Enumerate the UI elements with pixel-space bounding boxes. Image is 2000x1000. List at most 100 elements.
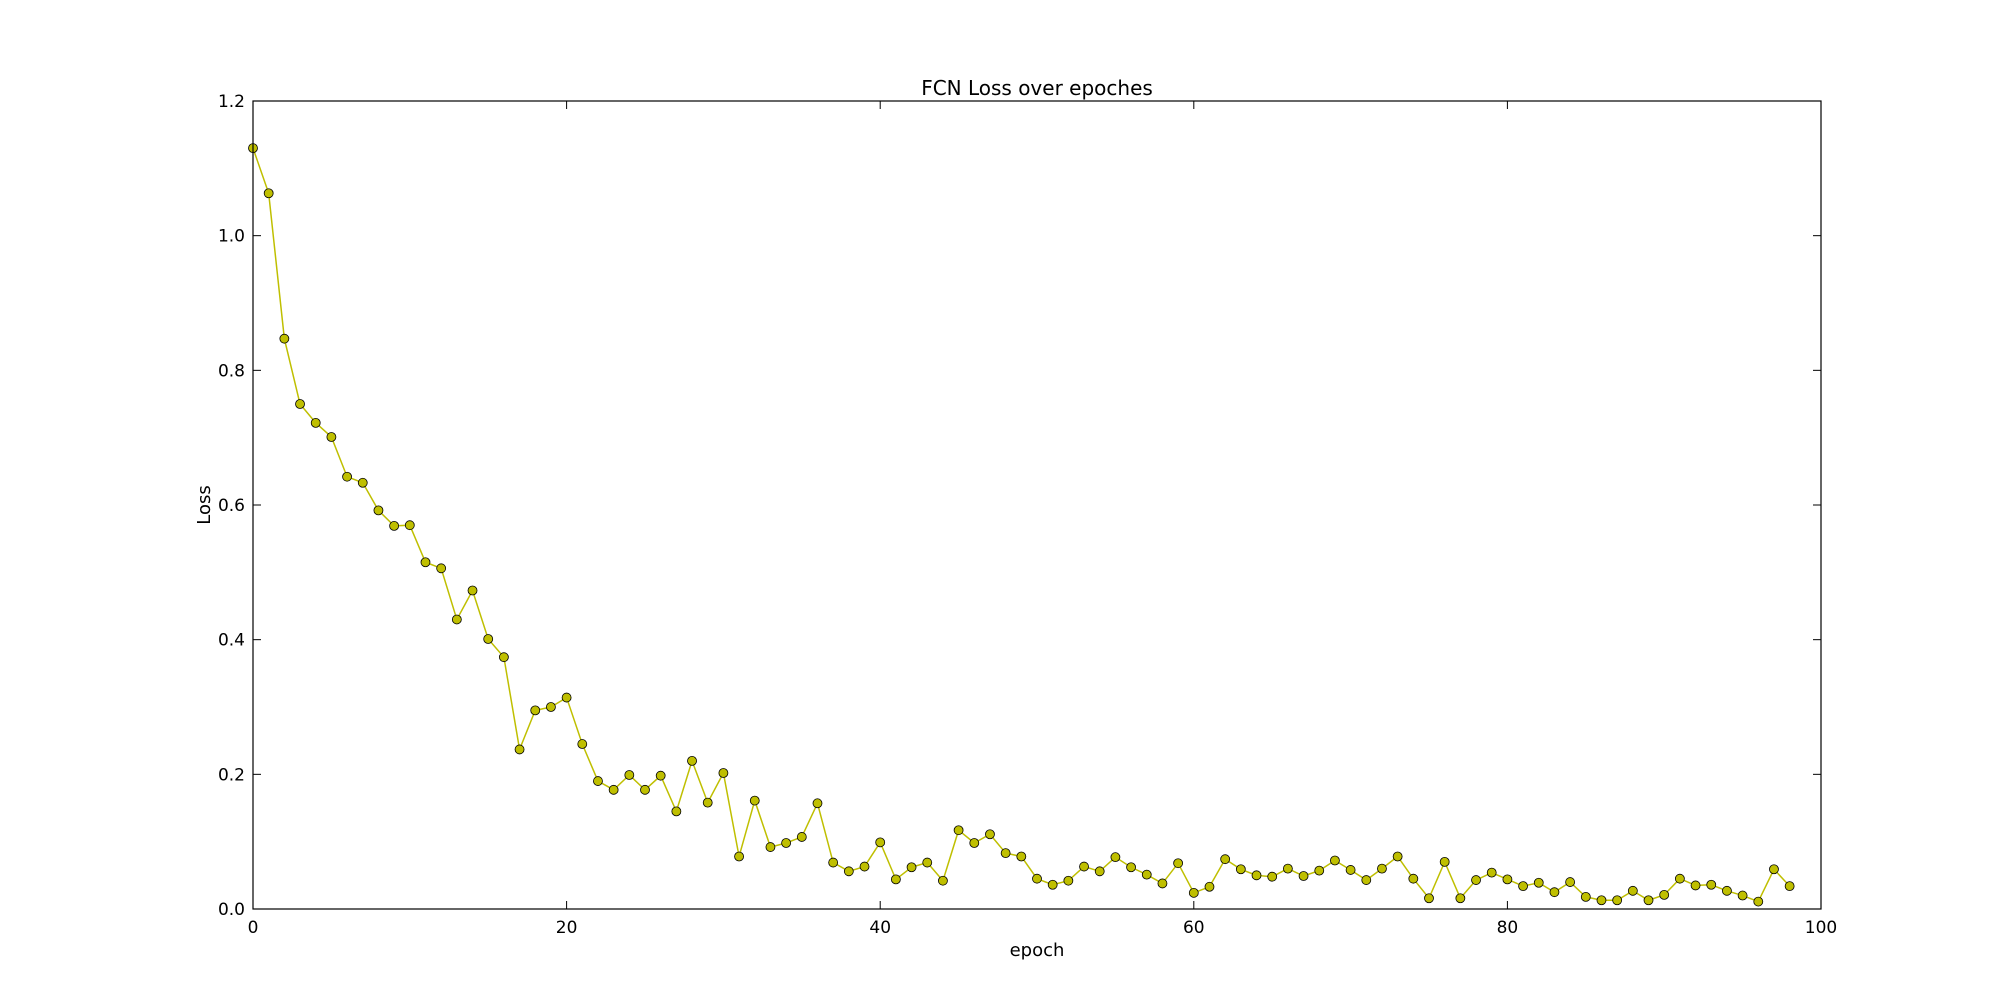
loss-point xyxy=(1737,890,1748,901)
loss-point xyxy=(483,634,494,644)
loss-point xyxy=(1267,871,1278,882)
loss-point xyxy=(1173,858,1184,869)
loss-point xyxy=(1549,887,1560,898)
loss-point xyxy=(546,702,556,712)
loss-point xyxy=(451,614,462,625)
loss-point xyxy=(530,705,541,716)
loss-point xyxy=(859,861,870,872)
x-tick-label: 40 xyxy=(869,918,891,938)
loss-point xyxy=(1784,881,1795,892)
loss-point xyxy=(1533,877,1544,888)
loss-point xyxy=(1047,879,1058,890)
loss-point xyxy=(1455,893,1466,904)
x-tick-label: 0 xyxy=(248,918,259,938)
loss-point xyxy=(1188,887,1199,898)
loss-point xyxy=(577,739,588,749)
loss-point xyxy=(1126,862,1136,873)
loss-point xyxy=(749,795,760,806)
loss-point xyxy=(1659,889,1670,900)
loss-point xyxy=(624,770,635,780)
loss-point xyxy=(1565,877,1576,887)
loss-point xyxy=(828,857,839,868)
y-tick-label: 1.0 xyxy=(218,227,245,247)
loss-point xyxy=(734,851,744,862)
loss-point xyxy=(1079,861,1089,872)
loss-point xyxy=(1471,875,1481,885)
x-tick-label: 20 xyxy=(556,918,578,938)
plot-area xyxy=(248,143,1795,907)
loss-point xyxy=(467,585,478,596)
loss-point xyxy=(1000,848,1011,859)
loss-point xyxy=(1282,863,1293,874)
x-tick-label: 60 xyxy=(1183,918,1205,938)
loss-point xyxy=(1361,875,1372,885)
loss-point xyxy=(1769,864,1779,875)
loss-point xyxy=(1094,866,1105,877)
y-tick-label: 0.8 xyxy=(218,361,245,381)
x-axis: 0 20 40 60 80 100 xyxy=(248,101,1837,938)
loss-point xyxy=(310,417,321,428)
y-axis-label: Loss xyxy=(194,485,215,524)
loss-point xyxy=(640,784,650,795)
loss-point xyxy=(1298,871,1309,881)
loss-point xyxy=(1690,880,1701,891)
y-tick-label: 0.0 xyxy=(218,900,245,920)
loss-point xyxy=(718,768,729,778)
loss-point xyxy=(498,652,509,663)
loss-point xyxy=(1345,865,1356,875)
loss-point xyxy=(436,563,447,574)
loss-point xyxy=(263,188,274,199)
loss-point xyxy=(593,776,603,786)
loss-point xyxy=(1502,874,1513,885)
loss-point xyxy=(561,692,572,703)
loss-point xyxy=(1110,852,1121,863)
y-tick-label: 1.2 xyxy=(218,92,245,112)
loss-point xyxy=(906,862,917,873)
loss-point xyxy=(1580,891,1591,902)
loss-point xyxy=(1518,881,1528,892)
loss-point xyxy=(326,432,337,442)
loss-point xyxy=(1612,895,1623,906)
loss-point xyxy=(357,477,368,488)
loss-point xyxy=(655,770,666,781)
loss-point xyxy=(1753,896,1764,907)
loss-point xyxy=(1424,893,1434,904)
loss-point xyxy=(1251,870,1262,881)
loss-point xyxy=(687,755,697,766)
loss-point xyxy=(1722,885,1732,896)
loss-point xyxy=(781,838,792,848)
loss-point xyxy=(953,825,964,836)
loss-point xyxy=(985,829,995,840)
loss-point xyxy=(1643,895,1654,906)
loss-point xyxy=(1063,875,1074,886)
y-tick-label: 0.6 xyxy=(218,496,245,516)
loss-point xyxy=(1706,879,1717,890)
x-tick-label: 100 xyxy=(1805,918,1837,938)
loss-point xyxy=(295,399,305,409)
loss-point xyxy=(1032,873,1042,884)
loss-point xyxy=(420,557,431,568)
loss-point xyxy=(1157,878,1168,889)
loss-point xyxy=(796,832,807,842)
y-tick-label: 0.2 xyxy=(218,765,245,785)
y-axis: 0.0 0.2 0.4 0.6 0.8 1.0 1.2 xyxy=(218,92,1821,920)
loss-point xyxy=(843,866,854,877)
loss-point xyxy=(1235,864,1246,875)
loss-point xyxy=(1016,851,1027,862)
loss-point xyxy=(1220,854,1231,865)
loss-point xyxy=(1141,869,1152,880)
loss-point xyxy=(1392,851,1403,862)
loss-point xyxy=(812,798,823,809)
loss-point xyxy=(1627,885,1638,896)
y-tick-label: 0.4 xyxy=(218,631,245,651)
loss-point xyxy=(875,837,886,848)
loss-point xyxy=(1204,881,1215,892)
loss-point xyxy=(404,520,415,531)
loss-point xyxy=(342,471,352,482)
loss-point xyxy=(1674,873,1685,884)
loss-point xyxy=(1408,873,1419,884)
loss-point xyxy=(969,838,980,848)
loss-point xyxy=(1486,867,1497,878)
